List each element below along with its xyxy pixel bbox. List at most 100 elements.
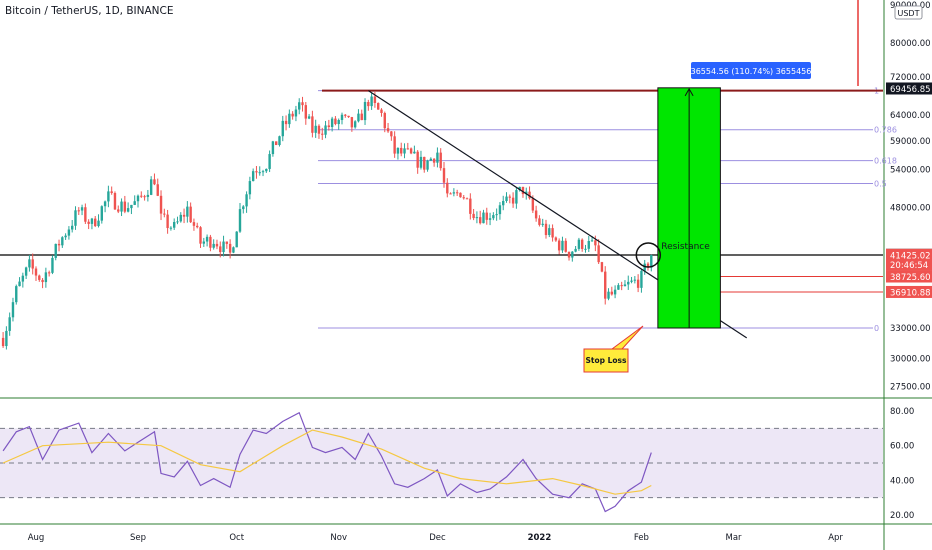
candle-body bbox=[209, 236, 212, 248]
candle bbox=[436, 147, 439, 168]
candle bbox=[317, 124, 321, 139]
candle-body bbox=[113, 192, 117, 210]
candle-body bbox=[251, 171, 255, 182]
candle bbox=[502, 195, 505, 211]
candle-body bbox=[11, 302, 15, 318]
candle-body bbox=[600, 262, 604, 272]
candle-body bbox=[301, 102, 304, 106]
candle bbox=[28, 254, 31, 272]
x-tick-label: Dec bbox=[429, 533, 446, 543]
candle-body bbox=[584, 248, 587, 250]
candle bbox=[245, 191, 248, 213]
price-marker: 38725.60 bbox=[886, 270, 932, 283]
candle-body bbox=[242, 206, 245, 210]
candle bbox=[416, 150, 419, 174]
candle-body bbox=[186, 206, 189, 217]
candle bbox=[432, 158, 436, 167]
candle-body bbox=[548, 228, 551, 236]
candle-body bbox=[215, 243, 219, 247]
candle bbox=[70, 219, 74, 233]
candle bbox=[222, 235, 225, 257]
candle-body bbox=[255, 171, 258, 173]
candle bbox=[54, 243, 57, 261]
candle-body bbox=[189, 206, 192, 223]
candle-body bbox=[604, 271, 607, 299]
candle-body bbox=[376, 103, 380, 110]
candle-body bbox=[432, 158, 436, 163]
candle-body bbox=[340, 114, 344, 121]
candle bbox=[159, 190, 163, 221]
price-marker: 20:46:54 bbox=[886, 258, 932, 271]
candle bbox=[117, 205, 120, 214]
candle-body bbox=[143, 196, 146, 198]
candle bbox=[202, 237, 206, 247]
candle-body bbox=[469, 198, 472, 214]
candle bbox=[51, 255, 54, 275]
candle bbox=[370, 93, 373, 110]
candle bbox=[120, 198, 123, 217]
candle bbox=[344, 113, 347, 118]
candle bbox=[90, 217, 94, 230]
currency-badge[interactable]: USDT bbox=[894, 5, 923, 20]
candle-body bbox=[268, 154, 271, 169]
candle bbox=[271, 140, 275, 157]
candle bbox=[383, 111, 386, 133]
price-marker-label: 69456.85 bbox=[890, 85, 931, 95]
stop-loss-callout: Stop Loss bbox=[583, 325, 644, 373]
candle bbox=[564, 238, 567, 253]
candle-body bbox=[538, 218, 541, 225]
candle bbox=[186, 201, 189, 223]
candle bbox=[149, 176, 153, 196]
candle bbox=[209, 234, 212, 252]
candle-body bbox=[617, 285, 620, 290]
candle bbox=[219, 241, 222, 258]
price-tick-label: 48000.00 bbox=[890, 203, 931, 213]
candle-body bbox=[360, 113, 363, 121]
candle-body bbox=[528, 191, 531, 199]
fib-level-label: 0 bbox=[874, 324, 879, 333]
candle bbox=[528, 186, 531, 200]
currency-badge-text: USDT bbox=[898, 9, 920, 18]
candle-body bbox=[47, 272, 51, 274]
rsi-pane[interactable] bbox=[0, 411, 883, 513]
price-marker-bg bbox=[886, 285, 932, 298]
candle-body bbox=[330, 118, 334, 128]
candle-body bbox=[159, 195, 163, 214]
price-marker-bg bbox=[886, 248, 932, 261]
candle bbox=[268, 150, 271, 173]
candle bbox=[413, 145, 416, 154]
measure-label: 36554.56 (110.74%) 3655456 bbox=[691, 62, 811, 79]
candle-body bbox=[212, 243, 215, 248]
candle-body bbox=[475, 217, 479, 219]
currency-badge-box bbox=[894, 5, 923, 20]
candle bbox=[192, 218, 196, 231]
candle bbox=[551, 224, 554, 242]
candle bbox=[291, 111, 294, 120]
candle bbox=[321, 127, 324, 140]
resistance-circle bbox=[635, 242, 662, 268]
candle bbox=[429, 157, 433, 161]
candle bbox=[34, 266, 38, 281]
candle bbox=[8, 312, 11, 336]
candle-body bbox=[350, 117, 354, 128]
candle bbox=[182, 208, 186, 224]
candle-body bbox=[390, 131, 393, 137]
candle-body bbox=[353, 121, 357, 128]
candle bbox=[143, 194, 146, 201]
candle-body bbox=[80, 207, 84, 211]
candle bbox=[630, 276, 633, 284]
candle bbox=[126, 202, 130, 213]
candle bbox=[136, 194, 140, 208]
candle bbox=[495, 208, 498, 221]
candle bbox=[472, 208, 475, 221]
candle bbox=[419, 150, 423, 170]
candle-body bbox=[551, 228, 554, 238]
candle bbox=[340, 112, 344, 125]
candle bbox=[304, 102, 308, 125]
candle bbox=[307, 114, 311, 120]
candle-body bbox=[228, 243, 232, 253]
candle-body bbox=[607, 291, 610, 299]
candle bbox=[242, 205, 245, 214]
